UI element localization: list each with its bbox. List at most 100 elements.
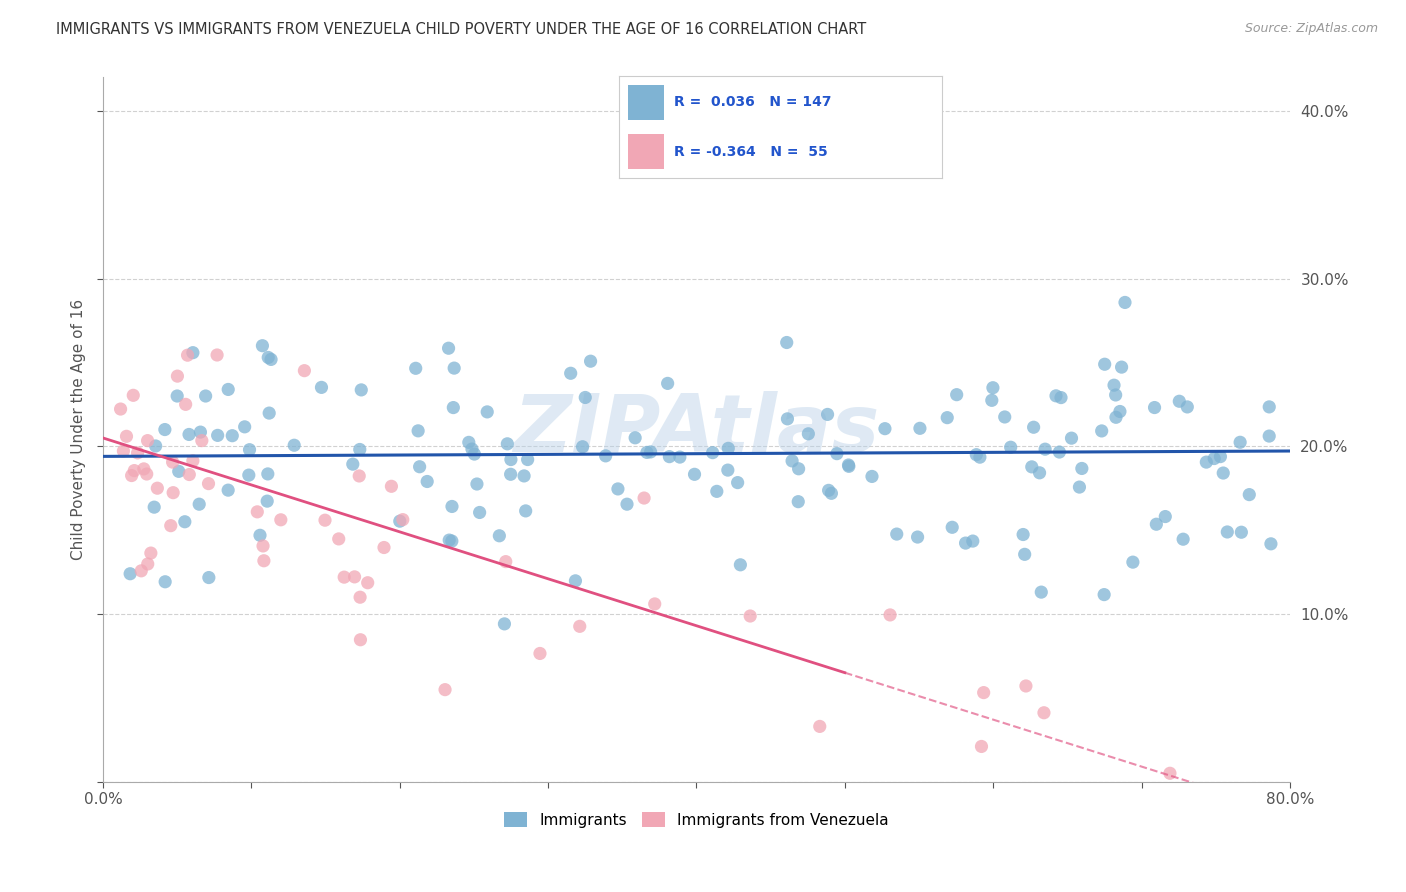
Point [166, 389, 188, 403]
Point [246, 505, 269, 519]
Point [1239, 488, 1261, 502]
Point [440, 534, 463, 549]
Point [879, 607, 901, 622]
Point [191, 434, 214, 448]
Point [121, 468, 143, 483]
Text: R =  0.036   N = 147: R = 0.036 N = 147 [673, 95, 831, 110]
Point [529, 647, 551, 661]
Point [886, 527, 908, 541]
Point [496, 437, 519, 451]
Point [181, 345, 204, 359]
Point [181, 454, 204, 468]
Point [217, 383, 239, 397]
Point [706, 484, 728, 499]
Point [488, 529, 510, 543]
Point [1258, 429, 1281, 443]
Point [406, 424, 429, 438]
Point [1105, 388, 1128, 402]
Point [717, 442, 740, 456]
Point [1000, 440, 1022, 454]
Point [495, 555, 517, 569]
Point [1260, 537, 1282, 551]
Point [873, 422, 896, 436]
Point [787, 462, 810, 476]
Point [440, 500, 463, 514]
Point [936, 410, 959, 425]
Point [907, 530, 929, 544]
Point [1171, 532, 1194, 546]
Point [838, 459, 860, 474]
Point [166, 369, 188, 384]
Point [292, 364, 315, 378]
Text: IMMIGRANTS VS IMMIGRANTS FROM VENEZUELA CHILD POVERTY UNDER THE AGE OF 16 CORREL: IMMIGRANTS VS IMMIGRANTS FROM VENEZUELA … [56, 22, 866, 37]
Point [860, 469, 883, 483]
Point [606, 482, 628, 496]
Point [153, 423, 176, 437]
Point [477, 405, 499, 419]
Point [616, 497, 638, 511]
Point [657, 376, 679, 391]
Point [808, 719, 831, 733]
Point [776, 412, 799, 426]
Point [1022, 420, 1045, 434]
Point [468, 506, 491, 520]
Point [683, 467, 706, 482]
Point [981, 381, 1004, 395]
Point [908, 421, 931, 435]
Point [333, 570, 356, 584]
Point [1070, 461, 1092, 475]
Point [463, 447, 485, 461]
Point [349, 442, 371, 457]
Y-axis label: Child Poverty Under the Age of 16: Child Poverty Under the Age of 16 [72, 299, 86, 560]
Point [780, 454, 803, 468]
Point [1091, 424, 1114, 438]
Point [373, 541, 395, 555]
Point [342, 457, 364, 471]
Point [1159, 766, 1181, 780]
Point [1229, 435, 1251, 450]
Point [568, 619, 591, 633]
Point [167, 464, 190, 478]
Point [388, 514, 411, 528]
Point [1111, 360, 1133, 375]
Point [499, 467, 522, 482]
Point [122, 388, 145, 402]
Point [1069, 480, 1091, 494]
Point [252, 339, 274, 353]
Point [135, 467, 157, 481]
Point [973, 685, 995, 699]
Point [260, 352, 283, 367]
Point [110, 402, 132, 417]
Point [153, 574, 176, 589]
Point [257, 406, 280, 420]
Point [176, 348, 198, 362]
Point [437, 341, 460, 355]
Point [945, 387, 967, 401]
Point [174, 397, 197, 411]
Point [776, 335, 799, 350]
Point [980, 393, 1002, 408]
Point [441, 401, 464, 415]
Point [1105, 410, 1128, 425]
Point [143, 500, 166, 515]
Point [188, 497, 211, 511]
Point [969, 450, 991, 465]
Point [1109, 404, 1132, 418]
Point [624, 431, 647, 445]
Point [253, 554, 276, 568]
Point [837, 458, 859, 472]
Point [145, 439, 167, 453]
Point [434, 682, 457, 697]
Point [640, 445, 662, 459]
Text: ZIPAtlas: ZIPAtlas [513, 391, 880, 468]
Point [1092, 588, 1115, 602]
Point [205, 348, 228, 362]
Point [727, 475, 749, 490]
Point [513, 469, 536, 483]
Text: Source: ZipAtlas.com: Source: ZipAtlas.com [1244, 22, 1378, 36]
Point [256, 494, 278, 508]
Point [408, 459, 430, 474]
Point [965, 448, 987, 462]
Point [257, 351, 280, 365]
Point [1033, 706, 1056, 720]
